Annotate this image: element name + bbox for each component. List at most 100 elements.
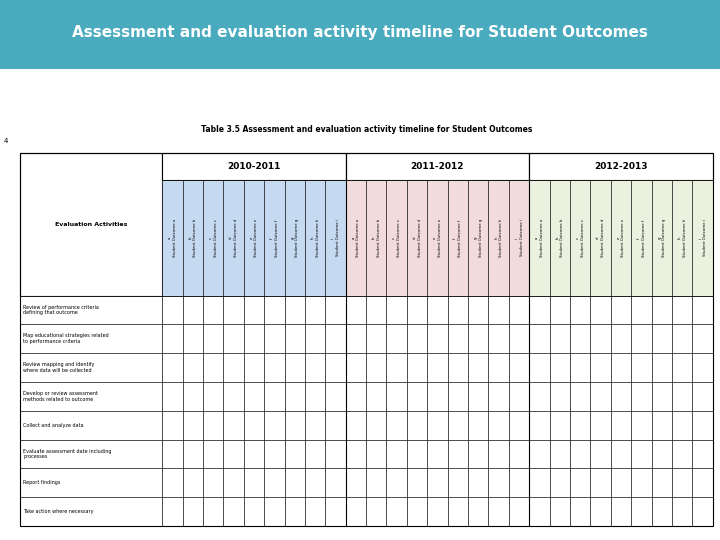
Bar <box>509 497 529 526</box>
Text: d
Student Outcome d: d Student Outcome d <box>596 219 605 257</box>
Bar <box>264 325 284 353</box>
Bar <box>264 180 284 296</box>
Bar <box>203 440 223 468</box>
Bar <box>672 497 693 526</box>
Bar <box>183 296 203 325</box>
Bar <box>611 180 631 296</box>
Bar <box>244 325 264 353</box>
Bar <box>611 497 631 526</box>
Bar <box>203 382 223 411</box>
Text: i
Student Outcome i: i Student Outcome i <box>331 219 340 256</box>
Bar <box>346 180 366 296</box>
Text: c
Student Outcome c: c Student Outcome c <box>209 219 217 257</box>
Bar <box>611 382 631 411</box>
Bar <box>427 411 448 440</box>
Bar <box>631 325 652 353</box>
Bar <box>325 180 346 296</box>
Bar <box>366 497 387 526</box>
Text: b
Student Outcome b: b Student Outcome b <box>555 219 564 257</box>
Text: e
Student Outcome e: e Student Outcome e <box>616 219 626 257</box>
Bar <box>509 411 529 440</box>
Bar <box>611 440 631 468</box>
Bar <box>570 468 590 497</box>
Bar <box>529 353 549 382</box>
Bar <box>631 296 652 325</box>
Bar <box>20 382 162 411</box>
Bar <box>305 325 325 353</box>
Bar <box>529 411 549 440</box>
Bar <box>488 180 509 296</box>
Bar <box>529 296 549 325</box>
Bar <box>509 440 529 468</box>
Bar <box>325 296 346 325</box>
Bar <box>20 325 162 353</box>
Bar <box>529 325 549 353</box>
Bar <box>305 382 325 411</box>
Bar <box>325 382 346 411</box>
Text: h
Student Outcome h: h Student Outcome h <box>310 219 320 257</box>
Bar <box>305 497 325 526</box>
Text: e
Student Outcome e: e Student Outcome e <box>433 219 442 257</box>
Text: h
Student Outcome h: h Student Outcome h <box>678 219 687 257</box>
Bar <box>264 296 284 325</box>
Text: Collect and analyze data: Collect and analyze data <box>23 423 84 428</box>
Bar <box>244 468 264 497</box>
Bar <box>387 325 407 353</box>
Bar <box>223 440 244 468</box>
Bar <box>631 180 652 296</box>
Bar <box>529 497 549 526</box>
Bar <box>162 411 183 440</box>
Bar <box>264 440 284 468</box>
Bar <box>529 153 713 180</box>
Bar <box>325 411 346 440</box>
Bar <box>203 468 223 497</box>
Text: f
Student Outcome f: f Student Outcome f <box>454 219 462 256</box>
Bar <box>264 411 284 440</box>
Bar <box>346 497 366 526</box>
Bar <box>468 411 488 440</box>
Bar <box>570 382 590 411</box>
Bar <box>305 180 325 296</box>
Bar <box>611 296 631 325</box>
Bar <box>183 325 203 353</box>
Bar <box>162 325 183 353</box>
Bar <box>387 440 407 468</box>
Bar <box>407 325 427 353</box>
Bar <box>570 440 590 468</box>
Bar <box>570 411 590 440</box>
Bar <box>346 353 366 382</box>
Bar <box>590 353 611 382</box>
Bar <box>284 180 305 296</box>
Bar <box>631 411 652 440</box>
Bar <box>570 296 590 325</box>
Bar <box>468 440 488 468</box>
Bar <box>448 180 468 296</box>
Bar <box>387 468 407 497</box>
Bar <box>468 180 488 296</box>
Bar <box>183 468 203 497</box>
Bar <box>325 468 346 497</box>
Bar <box>590 325 611 353</box>
Bar <box>183 497 203 526</box>
Bar <box>549 296 570 325</box>
Bar <box>570 180 590 296</box>
Bar <box>162 440 183 468</box>
Bar <box>284 353 305 382</box>
Text: g
Student Outcome g: g Student Outcome g <box>290 219 300 257</box>
Bar <box>509 353 529 382</box>
Bar <box>427 353 448 382</box>
Bar <box>366 382 387 411</box>
Bar <box>590 497 611 526</box>
Bar <box>183 411 203 440</box>
Bar <box>652 180 672 296</box>
Bar <box>509 180 529 296</box>
Bar <box>183 440 203 468</box>
Bar <box>611 325 631 353</box>
Bar <box>387 411 407 440</box>
Bar <box>427 382 448 411</box>
Bar <box>693 353 713 382</box>
Bar <box>203 325 223 353</box>
Text: d
Student Outcome d: d Student Outcome d <box>229 219 238 257</box>
Text: c
Student Outcome c: c Student Outcome c <box>392 219 401 257</box>
Bar <box>284 440 305 468</box>
